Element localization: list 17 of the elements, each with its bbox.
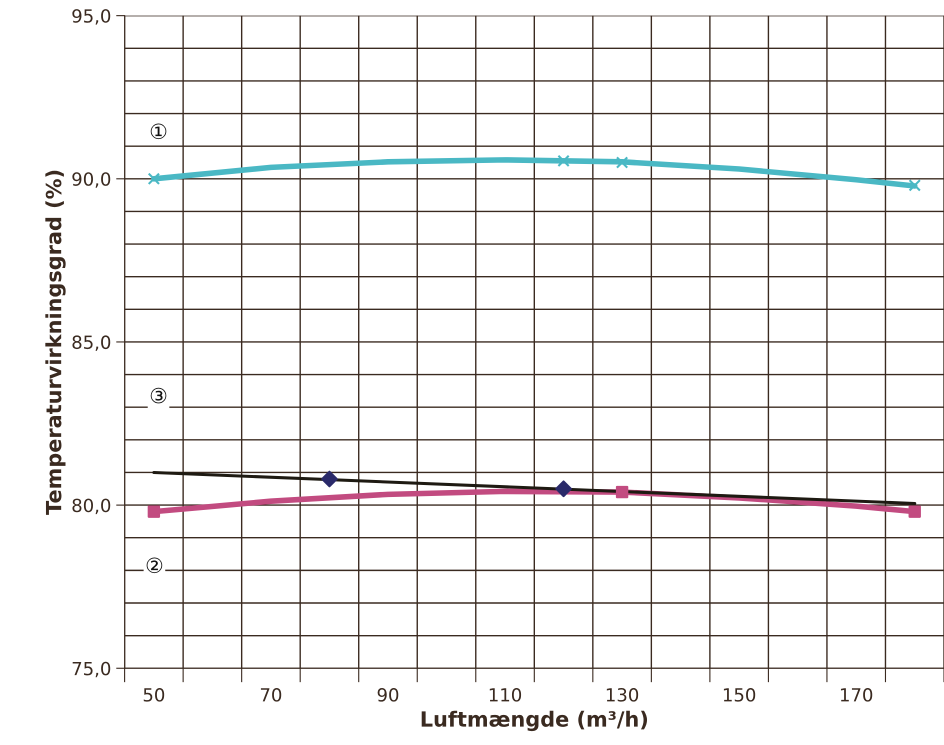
annotation: ②: [146, 557, 162, 574]
x-tick-label: 130: [606, 688, 638, 702]
y-tick-label: 80,0: [72, 498, 110, 514]
annotation: ①: [150, 123, 166, 140]
x-tick-label: 50: [144, 688, 164, 702]
y-axis-title: Temperaturvirkningsgrad (%): [45, 170, 66, 515]
y-tick-label: 95,0: [72, 9, 110, 25]
y-tick-label: 75,0: [72, 662, 110, 678]
x-tick-label: 70: [260, 688, 282, 702]
x-axis-title: Luftmængde (m³/h): [422, 710, 648, 732]
annotation: ③: [150, 388, 166, 404]
y-tick-label: 90,0: [72, 172, 110, 188]
x-tick-label: 90: [378, 688, 398, 702]
y-tick-label: 85,0: [72, 335, 110, 351]
x-tick-label: 150: [724, 688, 756, 702]
x-tick-label: 110: [490, 688, 522, 702]
x-tick-label: 170: [840, 688, 872, 702]
